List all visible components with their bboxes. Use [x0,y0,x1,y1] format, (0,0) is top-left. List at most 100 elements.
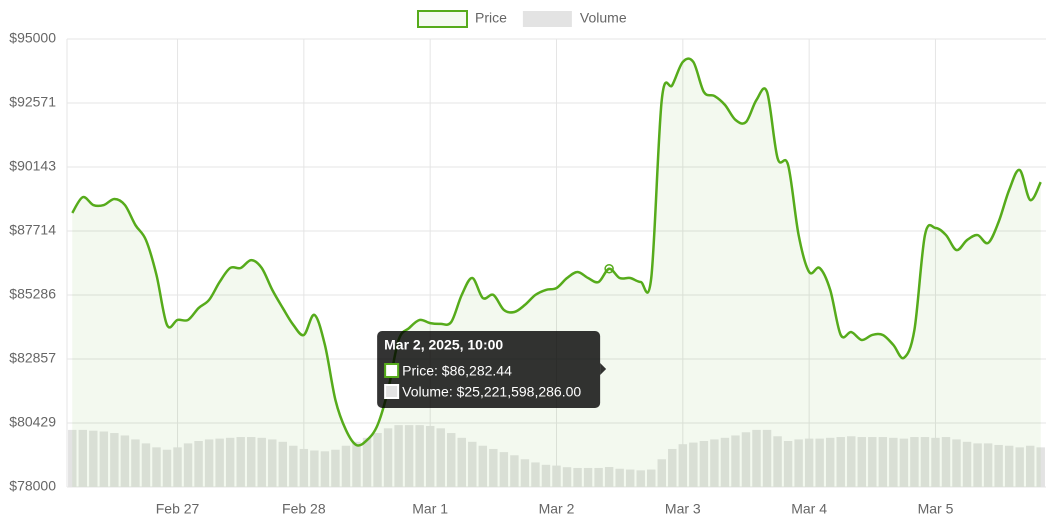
volume-bar [89,430,98,487]
tooltip-caret [600,363,607,375]
volume-bar [689,442,698,487]
volume-bar [868,437,877,487]
volume-bar [541,464,551,487]
volume-bar [836,437,845,487]
legend-label: Price [475,10,507,26]
volume-bar [699,441,709,487]
legend-label: Volume [580,10,627,26]
volume-bar [562,467,572,487]
volume-bar [720,437,730,487]
x-tick-label: Feb 27 [156,501,200,517]
volume-bar [373,433,382,487]
volume-bar [531,462,540,487]
volume-bar [625,469,635,487]
y-tick-label: $87714 [9,222,56,238]
volume-bar [215,438,224,487]
volume-bar [657,459,666,487]
volume-bar [447,433,456,487]
volume-bar [762,429,772,487]
volume-bar [204,439,214,487]
volume-bar [320,451,330,487]
volume-bar [436,428,445,487]
volume-bar [773,436,782,487]
tooltip-title: Mar 2, 2025, 10:00 [384,337,503,353]
grid-layer [66,38,1046,488]
tooltip-line: Volume: $25,221,598,286.00 [402,384,581,400]
volume-bar [310,450,319,487]
volume-bar [394,425,403,487]
volume-bar [878,437,888,487]
volume-bar [457,437,466,487]
volume-bar [952,439,961,487]
y-tick-label: $90143 [9,158,56,174]
volume-bar [741,432,751,487]
volume-bar [983,443,993,487]
volume-bar [615,468,624,487]
volume-bar [194,441,203,487]
x-tick-label: Mar 4 [791,501,827,517]
volume-bar [489,448,498,487]
volume-bar [604,467,614,487]
volume-bar [783,441,793,487]
volume-bar [857,437,866,487]
volume-bar [183,443,193,487]
volume-bar [225,437,235,487]
y-tick-label: $78000 [9,478,56,494]
volume-bar [973,443,982,487]
volume-bar [847,436,856,487]
price-area [72,58,1041,487]
y-tick-label: $92571 [9,94,56,110]
volume-bar [352,441,361,487]
volume-bar [994,444,1003,487]
volume-bar [341,445,351,487]
x-tick-label: Mar 3 [665,501,701,517]
volume-bar [162,449,172,487]
volume-bar [257,437,266,487]
volume-bar [331,449,340,487]
volume-bar [120,435,130,487]
volume-bar [141,443,151,487]
volume-bar [99,431,109,487]
volume-bar [425,425,435,487]
volume-bar [647,469,656,487]
legend-swatch [417,10,468,28]
volume-bar [794,439,803,487]
x-tick-label: Mar 1 [412,501,448,517]
price-line [71,57,1042,447]
volume-bar [636,470,645,487]
volume-bar [299,448,309,487]
volume-bar [899,438,909,487]
volume-bar [289,445,298,487]
volume-bar [752,429,761,487]
volume-bar [404,425,414,487]
volume-bar [68,429,77,487]
y-tick-label: $85286 [9,286,56,302]
tooltip: Mar 2, 2025, 10:00 Price: $86,282.44 Volum… [377,331,607,408]
volume-bar [889,437,898,487]
volume-bar [110,433,119,487]
volume-bar [152,447,161,487]
price-layer [71,57,1042,487]
volume-bar [920,437,930,487]
tooltip-swatch-fill [386,386,398,397]
volume-bar [383,428,393,487]
volume-bar [173,447,182,487]
axis-layer: $78000 $80429 $82857 $85286 $87714 $90143 $925… [9,30,953,517]
volume-bar [910,437,919,487]
volume-bar [815,438,824,487]
volume-bar [78,429,88,487]
volume-bar [573,467,582,487]
tooltip-box [377,331,601,408]
volume-bar [1004,445,1014,487]
y-tick-label: $82857 [9,350,56,366]
y-tick-label: $95000 [9,30,56,46]
tooltip-swatch [384,363,400,378]
x-tick-label: Feb 28 [282,501,326,517]
volume-bar [268,439,277,487]
volume-bar [710,439,719,487]
volume-bar [552,465,561,487]
volume-bar [1025,445,1035,487]
volume-bar [594,467,603,487]
tooltip-line: Price: $86,282.44 [402,363,512,379]
